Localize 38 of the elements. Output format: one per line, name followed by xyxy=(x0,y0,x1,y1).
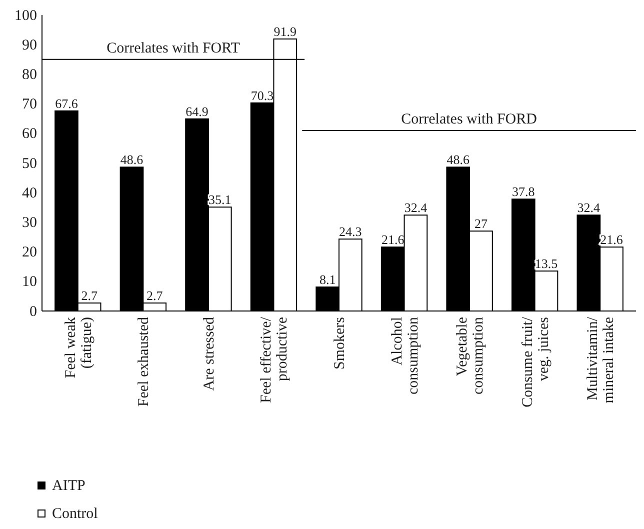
y-tick-label: 60 xyxy=(22,126,37,142)
data-label: 21.6 xyxy=(381,232,405,248)
y-tick-label: 90 xyxy=(22,37,37,54)
ref-line-label: Correlates with FORD xyxy=(401,111,538,128)
x-tick-label: Feel effective/ productive xyxy=(258,316,291,403)
data-label: 32.4 xyxy=(577,200,601,216)
y-tick-label: 30 xyxy=(22,215,37,231)
y-tick-label: 80 xyxy=(22,67,37,83)
legend-label: Control xyxy=(52,506,98,522)
x-tick-label: Smokers xyxy=(332,316,348,370)
y-tick-label: 0 xyxy=(30,304,37,320)
data-label: 2.7 xyxy=(81,288,98,304)
ref-line-label: Correlates with FORT xyxy=(106,40,240,56)
data-label: 2.7 xyxy=(146,288,164,304)
data-label: 8.1 xyxy=(319,272,336,288)
y-tick-label: 40 xyxy=(22,185,37,202)
data-label: 13.5 xyxy=(534,256,558,272)
x-tick-label: Alcohol consumption xyxy=(389,316,422,394)
y-tick-label: 100 xyxy=(14,8,37,24)
x-tick-label: Feel weak (fatigue) xyxy=(62,316,95,378)
data-label: 21.6 xyxy=(600,232,624,248)
data-label: 48.6 xyxy=(120,152,144,168)
y-tick-label: 20 xyxy=(22,244,37,261)
x-tick-label: Feel exhausted xyxy=(136,316,152,407)
data-label: 27 xyxy=(474,216,488,232)
data-label: 91.9 xyxy=(274,24,297,39)
x-tick-label: Are stressed xyxy=(201,316,218,391)
data-label: 48.6 xyxy=(446,152,470,168)
data-label: 67.6 xyxy=(55,96,78,111)
data-label: 35.1 xyxy=(208,192,232,208)
data-label: 32.4 xyxy=(404,200,428,216)
y-tick-label: 50 xyxy=(22,156,37,172)
y-tick-label: 70 xyxy=(22,96,37,113)
legend-label: AITP xyxy=(52,478,86,494)
y-tick-label: 10 xyxy=(22,274,37,290)
data-label: 64.9 xyxy=(186,104,208,119)
data-label: 37.8 xyxy=(512,184,535,200)
data-label: 24.3 xyxy=(339,224,362,240)
